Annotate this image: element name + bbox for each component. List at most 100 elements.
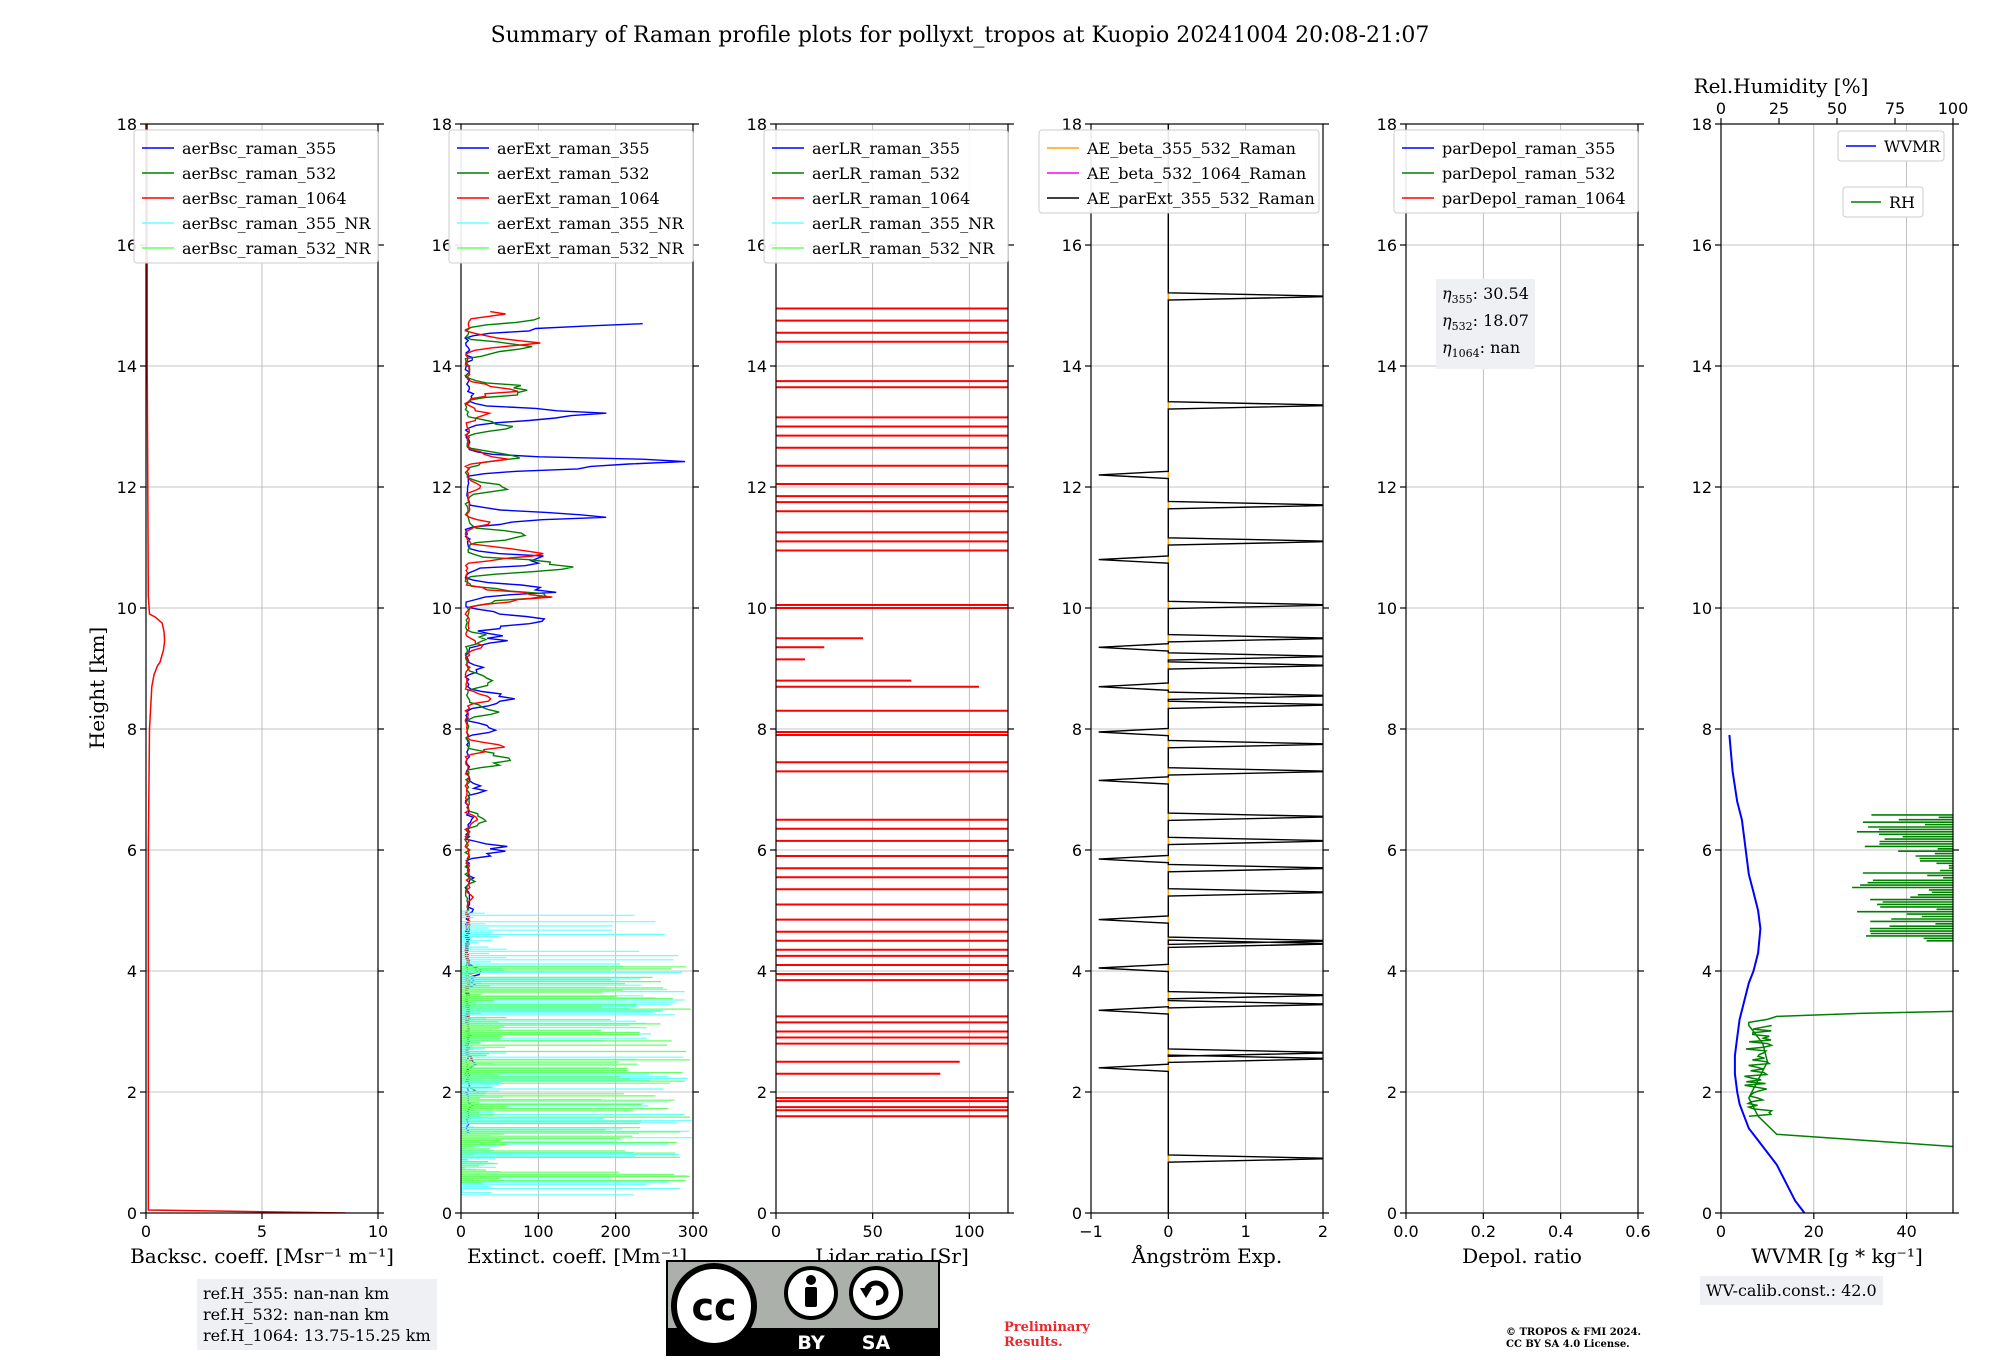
plot-area: [1098, 124, 1323, 1213]
legend-box: [133, 129, 379, 264]
y-tick-label: 10: [432, 599, 452, 618]
legend-label: aerBsc_raman_355: [182, 139, 336, 158]
y-tick-label: 4: [757, 962, 767, 981]
y-tick-label: 12: [1692, 478, 1712, 497]
y-tick-label: 12: [117, 478, 137, 497]
x-tick-label: 0.2: [1471, 1222, 1496, 1241]
y-tick-label: 8: [127, 720, 137, 739]
x-tick-label: 0: [1716, 1222, 1726, 1241]
y-tick-label: 16: [1062, 236, 1082, 255]
y-tick-label: 10: [1377, 599, 1397, 618]
y-tick-label: 0: [1387, 1204, 1397, 1223]
y-tick-label: 18: [747, 115, 767, 134]
y-tick-label: 4: [1702, 962, 1712, 981]
y-tick-label: 14: [1692, 357, 1712, 376]
x-tick-label: 20: [1804, 1222, 1824, 1241]
wv-calib-const: WV-calib.const.: 42.0: [1706, 1281, 1877, 1300]
legend-label: parDepol_raman_1064: [1442, 189, 1626, 208]
x-tick-label: 200: [600, 1222, 631, 1241]
y-tick-label: 6: [757, 841, 767, 860]
legend: AE_beta_355_532_Raman AE_beta_532_1064_Ra…: [1038, 129, 1320, 214]
x-axis-label: Depol. ratio: [1462, 1244, 1582, 1268]
y-tick-label: 18: [1062, 115, 1082, 134]
legend-label: aerLR_raman_355: [812, 139, 960, 158]
legend: aerBsc_raman_355 aerBsc_raman_532 aerBsc_r…: [133, 129, 379, 264]
y-tick-label: 6: [1387, 841, 1397, 860]
series-aerExt_raman_355_NR: [461, 910, 692, 1196]
x-tick-label: 0.6: [1625, 1222, 1650, 1241]
series-aerExt_raman_532: [463, 316, 574, 1093]
legend-label: aerBsc_raman_532: [182, 164, 336, 183]
x-axis-label: Extinct. coeff. [Mm⁻¹]: [467, 1244, 687, 1268]
y-tick-label: 2: [1387, 1083, 1397, 1102]
y-tick-label: 10: [1062, 599, 1082, 618]
legend-label: aerLR_raman_355_NR: [812, 214, 995, 233]
eta-532: η532: 18.07: [1442, 311, 1529, 334]
x-axis-label: Ångström Exp.: [1131, 1243, 1282, 1268]
figure-title: Summary of Raman profile plots for polly…: [491, 23, 1430, 48]
y-tick-label: 8: [1702, 720, 1712, 739]
y-tick-label: 0: [757, 1204, 767, 1223]
sa-share-icon: [849, 1266, 903, 1320]
y-tick-label: 18: [1377, 115, 1397, 134]
legend-box: [763, 129, 1009, 264]
y-tick-label: 16: [1692, 236, 1712, 255]
y-tick-label: 2: [442, 1083, 452, 1102]
series-RH: [1747, 1010, 1953, 1148]
x-tick-label: 0.4: [1548, 1222, 1573, 1241]
chart-panel-2: 0 2 4 6 8 10 12 14 16 18 0 100 200 300 Extinct. coeff.…: [432, 115, 709, 1268]
rh-top-label: Rel.Humidity [%]: [1694, 74, 1869, 98]
axes-frame: [775, 123, 1009, 1214]
y-tick-label: 14: [117, 357, 137, 376]
y-tick-label: 2: [127, 1083, 137, 1102]
reference-height-box: ref.H_355: nan-nan km ref.H_532: nan-nan…: [197, 1279, 437, 1350]
legend-label: parDepol_raman_355: [1442, 139, 1615, 158]
x-tick-label: 100: [523, 1222, 554, 1241]
x-tick-label: 2: [1318, 1222, 1328, 1241]
y-tick-label: 12: [747, 478, 767, 497]
by-text: BY: [797, 1332, 824, 1354]
y-tick-label: 10: [1692, 599, 1712, 618]
y-tick-label: 4: [1387, 962, 1397, 981]
y-tick-label: 4: [127, 962, 137, 981]
ref-h-532: ref.H_532: nan-nan km: [203, 1305, 390, 1324]
legend-label: AE_parExt_355_532_Raman: [1086, 189, 1315, 208]
legend-label: aerBsc_raman_355_NR: [182, 214, 371, 233]
preliminary-note: Preliminary Results.: [1004, 1320, 1090, 1350]
y-tick-label: 14: [432, 357, 452, 376]
x-tick-label: 10: [368, 1222, 388, 1241]
y-tick-label: 18: [117, 115, 137, 134]
legend-label: WVMR: [1884, 137, 1941, 156]
x-tick-label: 0: [1163, 1222, 1173, 1241]
y-tick-label: 6: [1702, 841, 1712, 860]
cc-logo-text: cc: [691, 1285, 736, 1329]
legend-RH: RH: [1842, 186, 1924, 218]
y-tick-label: 0: [442, 1204, 452, 1223]
x-tick-label: 50: [862, 1222, 882, 1241]
y-tick-label: 8: [757, 720, 767, 739]
y-tick-label: 0: [127, 1204, 137, 1223]
series-aerBsc_raman_1064: [146, 124, 346, 1213]
y-tick-label: 12: [1062, 478, 1082, 497]
eta-355: η355: 30.54: [1442, 284, 1529, 307]
copyright-note: © TROPOS & FMI 2024. CC BY SA 4.0 Licens…: [1506, 1327, 1642, 1350]
y-tick-label: 2: [1072, 1083, 1082, 1102]
y-tick-label: 8: [1072, 720, 1082, 739]
plot-area: [776, 307, 1008, 1118]
y-tick-label: 18: [432, 115, 452, 134]
y-tick-label: 16: [1377, 236, 1397, 255]
sa-text: SA: [862, 1332, 891, 1354]
x-top-tick-label: 50: [1827, 99, 1847, 118]
legend-WVMR: WVMR: [1837, 130, 1945, 162]
y-tick-label: 0: [1702, 1204, 1712, 1223]
series-RH-lower: [1744, 1024, 1774, 1117]
wv-calib-box: WV-calib.const.: 42.0: [1700, 1276, 1883, 1305]
series-RH-upper: [1852, 814, 1953, 942]
x-axis-label: WVMR [g * kg⁻¹]: [1751, 1244, 1923, 1268]
eta-box: η355: 30.54 η532: 18.07 η1064: nan: [1436, 279, 1535, 369]
legend-label: aerExt_raman_532_NR: [497, 239, 685, 258]
x-top-tick-label: 0: [1716, 99, 1726, 118]
